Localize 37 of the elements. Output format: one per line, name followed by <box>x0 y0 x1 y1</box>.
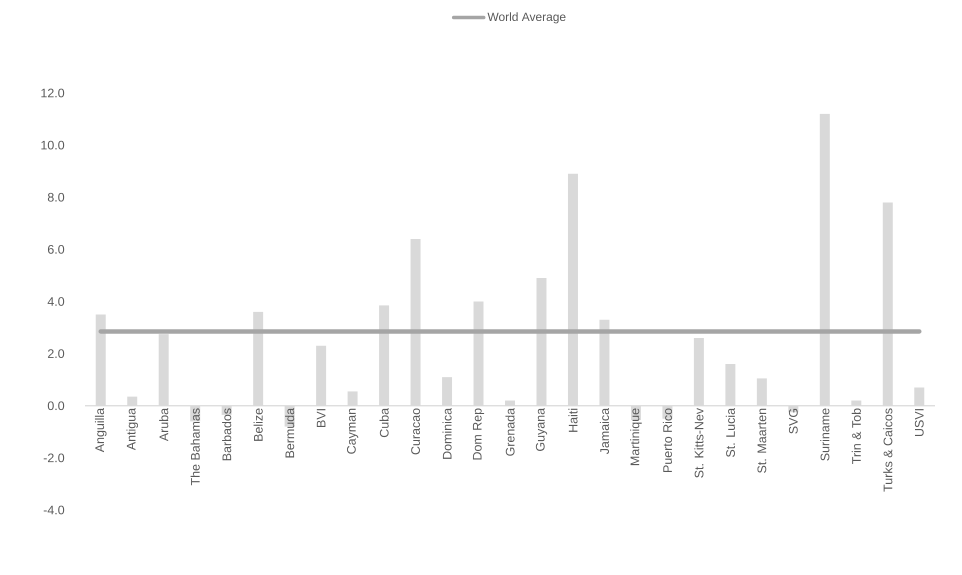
x-tick-label: Cuba <box>379 408 389 438</box>
x-tick-label: Haiti <box>568 408 578 432</box>
x-tick-label: St. Maarten <box>757 408 766 473</box>
x-tick-label: Dominica <box>442 408 452 459</box>
y-tick-label: 2.0 <box>48 349 64 358</box>
x-tick-label: St. Lucia <box>726 408 735 457</box>
x-tick-label: Curacao <box>411 408 420 454</box>
y-tick-label: 6.0 <box>48 244 64 254</box>
x-tick-label: USVI <box>914 409 924 436</box>
x-tick-label: Cayman <box>346 408 358 454</box>
x-tick-label: Jamaica <box>600 408 610 454</box>
y-tick-label: 12.0 <box>41 88 64 98</box>
legend-label: World Average <box>487 12 566 24</box>
x-tick-label: Martinique <box>630 408 642 466</box>
x-tick-label: Grenada <box>505 408 515 456</box>
x-tick-label: Guyana <box>536 408 548 451</box>
y-tick-label: -2.0 <box>44 453 64 462</box>
x-tick-label: Belize <box>254 408 263 441</box>
x-tick-label: Suriname <box>820 408 830 461</box>
x-tick-label: Barbados <box>222 408 232 460</box>
x-tick-label: Trin & Tob <box>852 408 861 464</box>
y-tick-label: 4.0 <box>48 297 64 306</box>
x-tick-label: SVG <box>788 408 798 434</box>
x-tick-label: BVI <box>316 409 326 428</box>
x-tick-label: Aruba <box>159 408 168 442</box>
x-tick-label: Dom Rep <box>472 408 484 460</box>
x-tick-label: Anguilla <box>94 408 107 452</box>
y-tick-label: 10.0 <box>41 140 64 150</box>
x-tick-label: Bermuda <box>285 408 294 458</box>
y-tick-label: 8.0 <box>48 192 64 202</box>
x-tick-label: Puerto Rico <box>662 408 672 472</box>
x-tick-label: The Bahamas <box>190 408 200 486</box>
x-tick-label: Turks & Caicos <box>883 408 892 492</box>
y-tick-label: 0.0 <box>48 401 64 410</box>
x-tick-label: St. Kitts-Nev <box>694 408 704 478</box>
y-tick-label: -4.0 <box>44 506 64 514</box>
x-tick-label: Antigua <box>126 408 138 450</box>
